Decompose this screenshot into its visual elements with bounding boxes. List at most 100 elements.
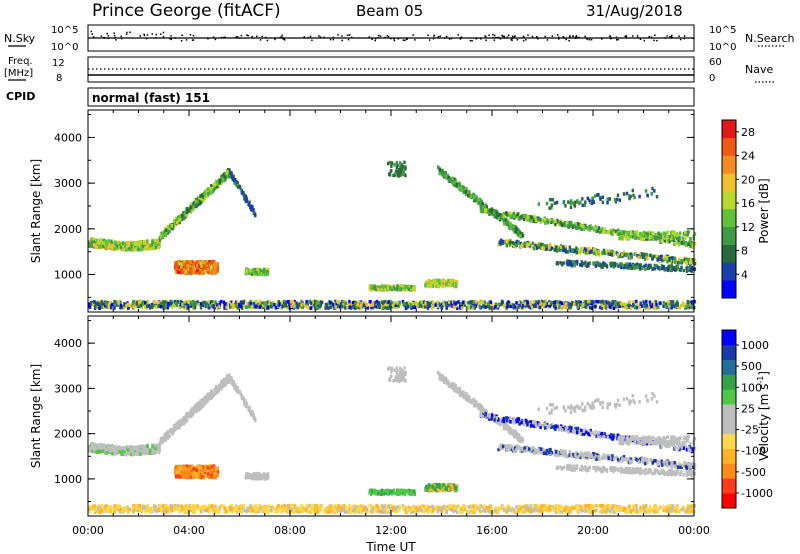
power-cell — [229, 171, 232, 175]
power-cell — [261, 272, 264, 276]
power-cell — [307, 306, 311, 310]
power-cell — [146, 304, 149, 309]
power-cell — [506, 304, 509, 309]
noise-point — [387, 36, 390, 38]
power-cell — [576, 222, 579, 226]
power-cell — [184, 262, 187, 266]
power-cell — [189, 302, 192, 307]
power-cell — [362, 303, 366, 308]
power-cell — [234, 300, 238, 304]
power-cell — [161, 235, 164, 239]
power-cell — [192, 299, 195, 304]
noise-point — [572, 35, 574, 37]
power-cell — [181, 214, 185, 218]
noise-point — [437, 36, 440, 38]
noise-point — [497, 36, 500, 39]
power-cell — [204, 193, 207, 197]
power-cell — [533, 219, 536, 224]
velocity-cell — [144, 451, 147, 455]
power-cell — [676, 236, 679, 241]
power-cell — [665, 304, 668, 309]
power-cell — [508, 243, 512, 247]
power-cell — [88, 240, 91, 244]
power-cell — [510, 214, 514, 218]
power-cell — [191, 207, 195, 211]
power-cell — [230, 172, 234, 177]
noise-point — [121, 37, 123, 40]
noise-point — [636, 35, 639, 37]
power-cell — [203, 300, 207, 305]
power-cell — [678, 236, 681, 240]
power-cell — [587, 248, 590, 253]
power-cell — [141, 244, 145, 249]
power-cell — [545, 201, 549, 206]
power-cell — [376, 301, 379, 305]
power-cell — [228, 301, 231, 305]
power-cell — [200, 264, 203, 269]
power-cell — [293, 301, 296, 306]
power-cell — [454, 302, 457, 306]
power-cell — [524, 213, 528, 218]
power-cell — [134, 247, 137, 251]
power-cell — [134, 242, 137, 247]
power-heatmap — [88, 160, 697, 311]
power-cell — [596, 300, 599, 304]
power-cell — [319, 303, 323, 308]
power-cell — [507, 211, 510, 216]
velocity-cell — [139, 444, 142, 449]
power-cell — [628, 230, 631, 235]
power-cell — [518, 230, 521, 235]
power-cell — [392, 301, 396, 305]
power-cell — [541, 242, 545, 247]
power-cell — [117, 240, 120, 245]
power-cell — [684, 241, 687, 245]
power-cell — [451, 176, 454, 180]
cpid-panel: CPID normal (fast) 151 — [6, 87, 695, 107]
power-cell — [641, 255, 644, 260]
power-cell — [402, 301, 406, 306]
power-cell — [420, 304, 423, 308]
power-cell — [565, 250, 569, 254]
power-cell — [393, 287, 396, 291]
power-cell — [305, 305, 308, 309]
power-cell — [682, 268, 685, 273]
power-cell — [252, 211, 255, 215]
power-cell — [478, 304, 481, 309]
power-cell — [510, 243, 514, 247]
power-cell — [154, 242, 157, 246]
power-cell — [477, 301, 481, 305]
power-cell — [90, 241, 93, 245]
power-cell — [481, 205, 485, 209]
power-cell — [309, 301, 313, 305]
power-cell — [588, 225, 591, 229]
power-cell — [207, 267, 210, 272]
velocity-cell — [99, 447, 102, 451]
power-cell — [629, 234, 632, 238]
power-cell — [266, 267, 270, 272]
power-cell — [532, 246, 536, 251]
noise-point — [220, 36, 222, 39]
noise-point — [274, 38, 276, 41]
noise-point — [601, 38, 603, 40]
power-cell — [564, 204, 567, 208]
power-cell — [189, 266, 192, 271]
noise-point — [502, 35, 504, 38]
power-cell — [163, 228, 166, 232]
power-cell — [436, 304, 439, 308]
power-cell — [444, 171, 447, 175]
power-cell — [242, 191, 245, 195]
power-cell — [666, 230, 670, 234]
power-cell — [144, 246, 147, 250]
power-cell — [403, 165, 406, 170]
power-colorbar-tick-label: 24 — [741, 150, 755, 163]
noise-point — [671, 34, 673, 37]
noise-series — [88, 30, 694, 42]
power-cell — [554, 219, 557, 223]
power-cell — [647, 306, 651, 310]
velocity-cell — [123, 449, 127, 453]
power-cell — [602, 248, 606, 253]
power-cell — [580, 263, 584, 268]
power-cell — [428, 303, 431, 308]
power-cell — [240, 301, 243, 305]
